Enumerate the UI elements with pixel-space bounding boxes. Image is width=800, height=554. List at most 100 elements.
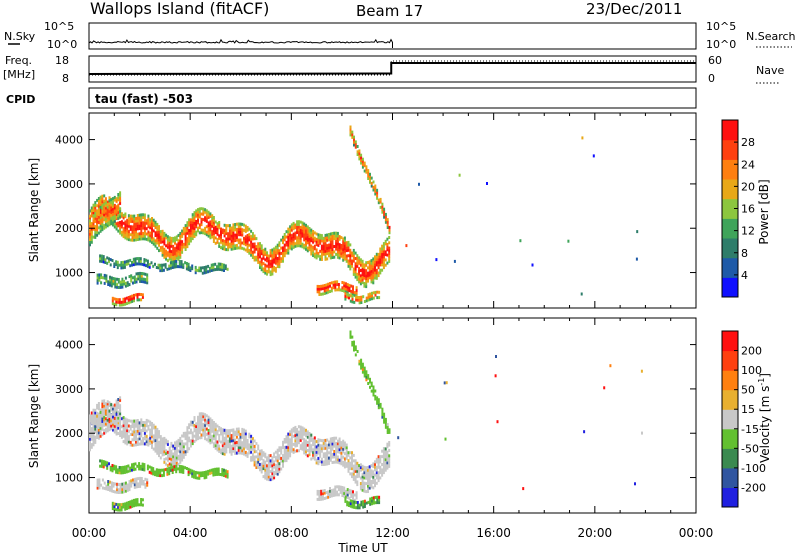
data-cell [374,460,376,464]
data-cell [211,222,214,226]
data-cell [115,263,118,266]
data-cell [327,490,330,494]
data-cell [103,431,106,435]
data-cell [255,455,258,459]
data-cell [243,447,245,451]
data-cell [243,433,245,437]
data-cell [226,472,229,476]
data-cell [289,238,292,242]
data-cell [386,466,389,470]
data-cell [308,439,311,443]
data-cell [143,426,146,430]
data-cell [374,189,377,193]
data-cell [143,216,146,220]
colorbar-tick-label: -15 [741,423,759,436]
data-cell [361,165,364,169]
data-cell [257,452,260,456]
data-cell [110,203,113,207]
data-cell [369,500,372,504]
data-cell [125,260,128,264]
data-cell [115,260,118,264]
data-cell [122,297,125,301]
data-cell [103,413,106,417]
data-cell [294,425,297,429]
data-cell [143,218,146,222]
data-cell [166,453,169,457]
data-cell [146,467,149,471]
data-cell [133,275,136,279]
data-cell [260,246,263,250]
data-cell [120,466,123,470]
data-cell [580,292,583,296]
data-cell [92,435,95,439]
data-cell [161,253,164,257]
data-cell [253,250,256,254]
data-cell [139,259,142,263]
data-cell [375,260,378,264]
data-cell [377,457,380,461]
data-cell [156,449,159,453]
data-cell [352,259,355,263]
data-cell [266,467,268,470]
data-cell [166,237,169,241]
data-cell [214,225,217,229]
data-cell [313,447,316,450]
data-cell [367,171,370,175]
data-cell [383,213,386,217]
data-cell [317,459,320,463]
data-cell [202,218,205,222]
data-cell [283,238,286,242]
data-cell [317,251,320,255]
data-cell [104,204,107,208]
data-cell [336,288,339,292]
data-cell [356,469,359,473]
data-cell [354,469,357,473]
data-cell [383,412,386,416]
data-cell [326,443,329,447]
data-cell [94,440,97,444]
data-cell [110,427,113,431]
data-cell [131,504,134,508]
data-cell [181,248,184,252]
data-cell [267,259,270,263]
data-cell [283,451,286,455]
data-cell [198,476,201,480]
data-cell [175,467,178,471]
data-cell [161,266,164,270]
data-cell [99,408,102,412]
data-cell [131,430,134,434]
data-cell [202,433,205,437]
data-cell [346,493,349,497]
data-cell [287,248,290,252]
data-cell [349,243,352,247]
data-cell [182,431,185,435]
data-cell [354,264,357,268]
data-cell [170,258,173,262]
data-cell [89,437,91,441]
data-cell [342,248,345,251]
data-cell [361,259,364,263]
data-cell [115,415,118,419]
data-cell [188,231,191,235]
data-cell [198,231,201,235]
data-cell [120,303,123,307]
data-cell [119,398,122,402]
data-cell [285,248,288,252]
data-cell [119,193,122,197]
data-cell [195,427,198,431]
data-cell [169,466,172,470]
scatter-band [89,191,122,247]
data-cell [303,446,306,450]
data-cell [224,472,227,475]
data-cell [99,200,102,204]
data-cell [377,406,380,410]
data-cell [333,442,336,446]
data-cell [372,188,375,192]
data-cell [161,448,164,451]
data-cell [125,504,128,508]
data-cell [116,482,119,486]
data-cell [122,440,125,444]
data-cell [358,298,361,302]
data-cell [212,421,215,424]
data-cell [305,450,307,454]
